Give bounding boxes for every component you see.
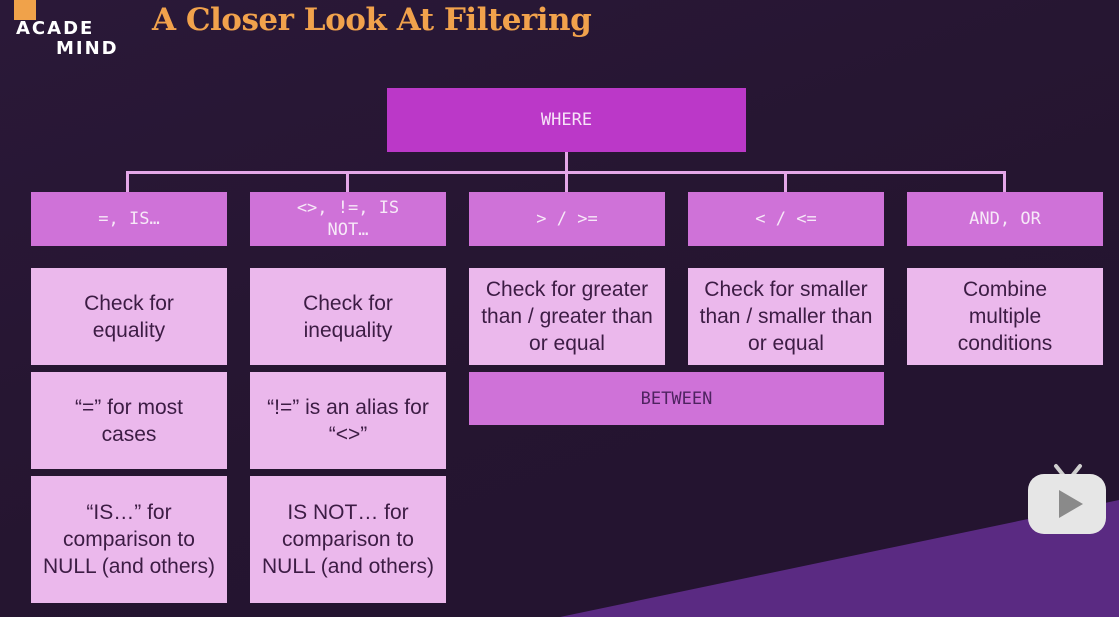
connector-drop-4 xyxy=(784,171,787,192)
logo-flag-icon xyxy=(14,0,36,20)
operator-inequality: <>, !=, IS NOT… xyxy=(250,192,446,246)
operator-and-or: AND, OR xyxy=(907,192,1103,246)
between-node: BETWEEN xyxy=(469,372,884,425)
academind-logo: ACADE MIND xyxy=(14,0,124,62)
desc-combine: Combine multiple conditions xyxy=(907,268,1103,365)
where-node: WHERE xyxy=(387,88,746,152)
operator-greater: > / >= xyxy=(469,192,665,246)
desc-greater: Check for greater than / greater than or… xyxy=(469,268,665,365)
connector-drop-5 xyxy=(1003,171,1006,192)
note-is-null: “IS…” for comparison to NULL (and others… xyxy=(31,476,227,603)
connector-drop-3 xyxy=(565,171,568,192)
operator-equality: =, IS… xyxy=(31,192,227,246)
bilibili-play-icon[interactable] xyxy=(1026,462,1108,536)
note-is-not-null: IS NOT… for comparison to NULL (and othe… xyxy=(250,476,446,603)
slide-title: A Closer Look At Filtering xyxy=(152,2,592,38)
connector-drop-1 xyxy=(126,171,129,192)
desc-inequality: Check for inequality xyxy=(250,268,446,365)
operator-smaller: < / <= xyxy=(688,192,884,246)
note-not-equal-alias: “!=” is an alias for “<>” xyxy=(250,372,446,469)
logo-line-1: ACADE xyxy=(16,18,95,39)
connector-root-stem xyxy=(565,152,568,172)
note-equals-most-cases: “=” for most cases xyxy=(31,372,227,469)
desc-smaller: Check for smaller than / smaller than or… xyxy=(688,268,884,365)
connector-drop-2 xyxy=(346,171,349,192)
desc-equality: Check for equality xyxy=(31,268,227,365)
logo-line-2: MIND xyxy=(56,38,119,59)
